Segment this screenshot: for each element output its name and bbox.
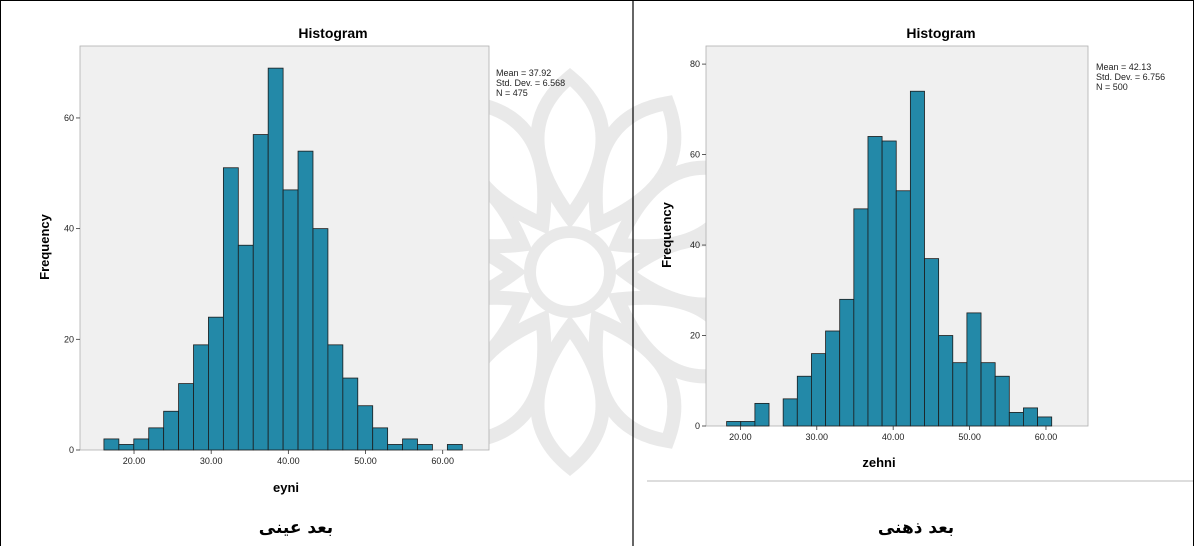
histogram-bar: [222, 167, 239, 451]
histogram-bar: [895, 190, 911, 427]
histogram-bar: [811, 353, 826, 427]
histogram-bar: [446, 444, 463, 451]
y-tick-label: 60: [690, 150, 700, 160]
histogram-bar: [312, 228, 329, 451]
bars: [726, 90, 1053, 427]
histogram-bar: [825, 330, 841, 427]
x-tick-label: 50.00: [958, 432, 981, 442]
histogram-bar: [839, 298, 855, 427]
ticks: 0 20 40 60 20.00 30.00 40.00 50.00 60.00: [64, 113, 454, 466]
y-tick-label: 20: [64, 334, 74, 344]
histogram-zehni: Histogram Frequency zehni Mean = 42.13 S…: [659, 25, 1165, 538]
histogram-bar: [372, 427, 389, 451]
x-tick-label: 50.00: [354, 456, 377, 466]
histogram-bar: [163, 410, 179, 451]
stats-n: N = 475: [496, 88, 528, 98]
y-tick-label: 60: [64, 113, 74, 123]
histogram-bar: [193, 344, 209, 451]
histogram-bar: [1023, 407, 1038, 427]
histogram-bar: [980, 362, 996, 427]
histogram-bar: [342, 377, 359, 451]
x-tick-label: 20.00: [123, 456, 146, 466]
x-tick-label: 20.00: [729, 432, 752, 442]
stats-std: Std. Dev. = 6.568: [496, 78, 565, 88]
histogram-bar: [966, 312, 982, 427]
y-axis-title: Frequency: [659, 201, 674, 268]
histogram-bar: [754, 402, 770, 427]
histogram-bar: [417, 444, 433, 451]
x-tick-label: 60.00: [1035, 432, 1058, 442]
histogram-bar: [402, 438, 418, 451]
histogram-bar: [133, 438, 150, 451]
x-tick-label: 30.00: [806, 432, 829, 442]
histogram-bar: [853, 208, 869, 427]
histogram-eyni: Histogram Frequency eyni Mean = 37.92 St…: [37, 25, 565, 538]
y-tick-label: 0: [695, 421, 700, 431]
histogram-bar: [994, 375, 1010, 427]
ticks: 0 20 40 60 80 20.00 30.00 40.00 50.00 60.00: [690, 59, 1057, 442]
y-tick-label: 40: [64, 224, 74, 234]
histogram-bar: [148, 427, 165, 451]
caption: بعد عینی: [259, 518, 333, 538]
histogram-bar: [178, 383, 194, 451]
histogram-bar: [387, 444, 403, 451]
y-tick-label: 40: [690, 240, 700, 250]
histogram-bar: [1037, 416, 1053, 427]
stats-mean: Mean = 37.92: [496, 68, 551, 78]
x-tick-label: 40.00: [882, 432, 905, 442]
histogram-bar: [118, 444, 135, 451]
chart-title: Histogram: [906, 25, 975, 41]
y-tick-label: 20: [690, 331, 700, 341]
histogram-bar: [740, 421, 756, 427]
histogram-bar: [909, 90, 925, 427]
histogram-bar: [952, 362, 968, 427]
histogram-bar: [1008, 412, 1024, 427]
histogram-bar: [267, 67, 284, 451]
y-axis-title: Frequency: [37, 213, 52, 280]
bars: [103, 67, 463, 451]
caption: بعد ذهنی: [878, 518, 954, 538]
x-tick-label: 30.00: [200, 456, 223, 466]
histogram-bar: [782, 398, 798, 427]
histogram-bar: [938, 335, 954, 427]
x-tick-label: 40.00: [277, 456, 300, 466]
y-tick-label: 80: [690, 59, 700, 69]
histogram-bar: [103, 438, 120, 451]
x-tick-label: 60.00: [431, 456, 454, 466]
histogram-bar: [282, 189, 299, 451]
stats-n: N = 500: [1096, 82, 1128, 92]
histogram-bar: [726, 421, 742, 427]
histogram-bar: [796, 375, 812, 427]
chart-title: Histogram: [298, 25, 367, 41]
histogram-bar: [252, 134, 269, 451]
y-tick-label: 0: [69, 445, 74, 455]
histogram-bar: [924, 258, 940, 427]
x-axis-title: zehni: [862, 455, 895, 470]
histogram-bar: [867, 136, 883, 427]
x-axis-title: eyni: [273, 480, 299, 495]
histogram-bar: [327, 344, 344, 451]
histogram-bar: [357, 405, 374, 451]
watermark-center: [524, 226, 616, 318]
histogram-bar: [237, 244, 254, 451]
histogram-bar: [208, 316, 224, 451]
stats-std: Std. Dev. = 6.756: [1096, 72, 1165, 82]
stats-mean: Mean = 42.13: [1096, 62, 1151, 72]
histogram-bar: [881, 140, 897, 427]
histogram-bar: [297, 150, 314, 451]
